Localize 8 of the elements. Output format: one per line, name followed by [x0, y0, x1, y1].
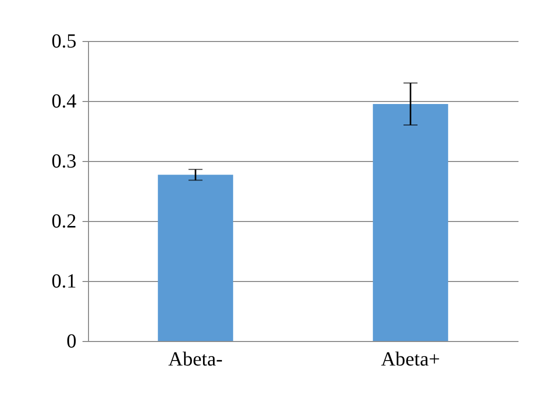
y-tick-label: 0.4 — [52, 90, 76, 112]
y-tick-label: 0.1 — [52, 270, 76, 292]
y-tick-label: 0.3 — [52, 150, 76, 172]
y-tick-label: 0.2 — [52, 210, 76, 232]
x-tick-label: Abeta- — [168, 348, 223, 370]
x-tick-label: Abeta+ — [380, 348, 440, 370]
y-tick-label: 0 — [66, 330, 76, 352]
y-tick-label: 0.5 — [52, 30, 76, 52]
